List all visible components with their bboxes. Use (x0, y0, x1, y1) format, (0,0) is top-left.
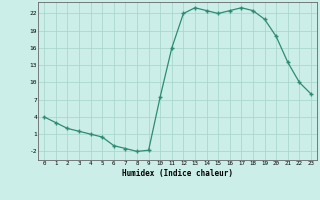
X-axis label: Humidex (Indice chaleur): Humidex (Indice chaleur) (122, 169, 233, 178)
